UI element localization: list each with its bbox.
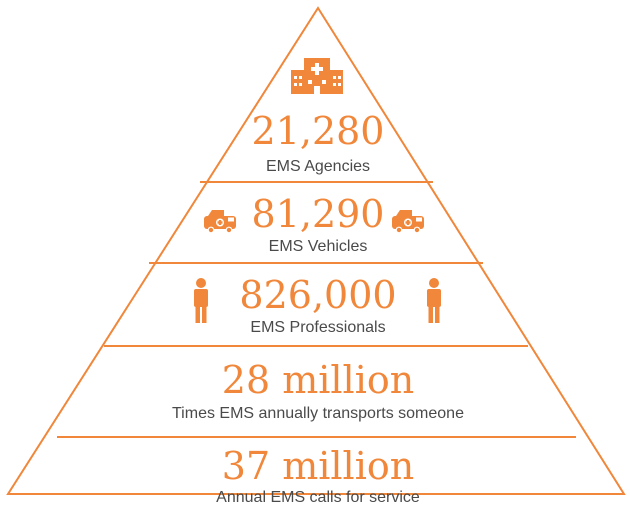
- person-icon: [194, 278, 208, 323]
- tier-5-label: Annual EMS calls for service: [216, 489, 420, 506]
- tier-5-value: 37 million: [222, 444, 414, 488]
- hospital-icon: [291, 58, 343, 94]
- pyramid-outline: [6, 6, 626, 495]
- tier-2-value: 81,290: [252, 192, 385, 236]
- person-icon: [427, 278, 441, 323]
- tier-4-label: Times EMS annually transports someone: [172, 405, 464, 422]
- tier-4-value: 28 million: [222, 358, 414, 402]
- tier-3-value: 826,000: [239, 273, 396, 317]
- tier-3-label: EMS Professionals: [250, 319, 385, 336]
- tier-1-value: 21,280: [252, 109, 385, 153]
- ambulance-icon: [392, 210, 424, 234]
- tier-2-label: EMS Vehicles: [269, 238, 368, 255]
- tier-1-label: EMS Agencies: [266, 158, 370, 175]
- ambulance-icon: [204, 210, 236, 234]
